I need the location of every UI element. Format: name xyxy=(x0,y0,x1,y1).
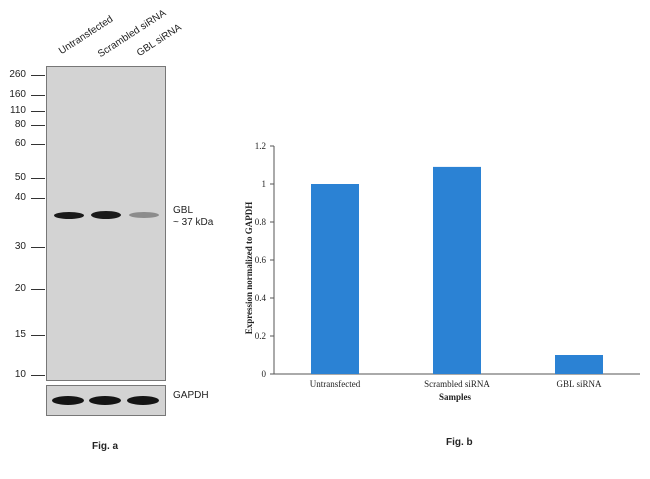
mw-label: 160 xyxy=(9,89,26,100)
mw-tick xyxy=(31,178,45,179)
x-category-label: Untransfected xyxy=(310,379,361,389)
mw-label: 10 xyxy=(14,369,26,380)
x-category-label: Scrambled siRNA xyxy=(424,379,490,389)
mw-label: 110 xyxy=(10,105,26,116)
mw-tick xyxy=(31,198,45,199)
mw-label: 50 xyxy=(14,172,26,183)
target-protein-label: GBL xyxy=(173,205,194,216)
blot-band-gbl-lane-3 xyxy=(129,212,159,218)
mw-tick xyxy=(31,289,45,290)
y-tick-label: 0 xyxy=(262,369,267,379)
mw-label: 20 xyxy=(14,283,26,294)
mw-tick xyxy=(31,75,45,76)
blot-band-gbl-lane-2 xyxy=(91,211,121,219)
mw-label: 15 xyxy=(14,329,26,340)
mw-label: 260 xyxy=(9,69,26,80)
bar-1 xyxy=(311,184,359,374)
blot-membrane-gapdh xyxy=(46,385,166,416)
mw-label: 30 xyxy=(14,241,26,252)
bar-2 xyxy=(433,166,481,374)
mw-label: 40 xyxy=(14,192,26,203)
blot-band-gapdh-lane-3 xyxy=(127,396,159,405)
mw-tick xyxy=(31,111,45,112)
mw-label: 80 xyxy=(14,119,26,130)
blot-band-gbl-lane-1 xyxy=(54,212,84,219)
y-tick-label: 0.2 xyxy=(255,331,266,341)
y-tick-label: 1 xyxy=(262,179,267,189)
x-axis-title: Samples xyxy=(439,392,472,402)
fig-b-caption: Fig. b xyxy=(446,437,473,448)
y-axis-title: Expression normalized to GAPDH xyxy=(244,202,254,335)
mw-tick xyxy=(31,247,45,248)
blot-band-gapdh-lane-1 xyxy=(52,396,84,405)
mw-tick xyxy=(31,95,45,96)
y-tick-label: 1.2 xyxy=(255,141,266,151)
mw-label: 60 xyxy=(14,138,26,149)
mw-tick xyxy=(31,125,45,126)
y-tick-label: 0.4 xyxy=(255,293,267,303)
blot-membrane-main xyxy=(46,66,166,381)
loading-control-label: GAPDH xyxy=(173,390,209,401)
mw-tick xyxy=(31,144,45,145)
bar-3 xyxy=(555,355,603,374)
y-tick-label: 0.8 xyxy=(255,217,267,227)
mw-tick xyxy=(31,375,45,376)
x-category-label: GBL siRNA xyxy=(557,379,602,389)
fig-a-caption: Fig. a xyxy=(92,441,119,452)
target-size-label: ~ 37 kDa xyxy=(173,217,214,228)
blot-band-gapdh-lane-2 xyxy=(89,396,121,405)
y-tick-label: 0.6 xyxy=(255,255,267,265)
mw-tick xyxy=(31,335,45,336)
